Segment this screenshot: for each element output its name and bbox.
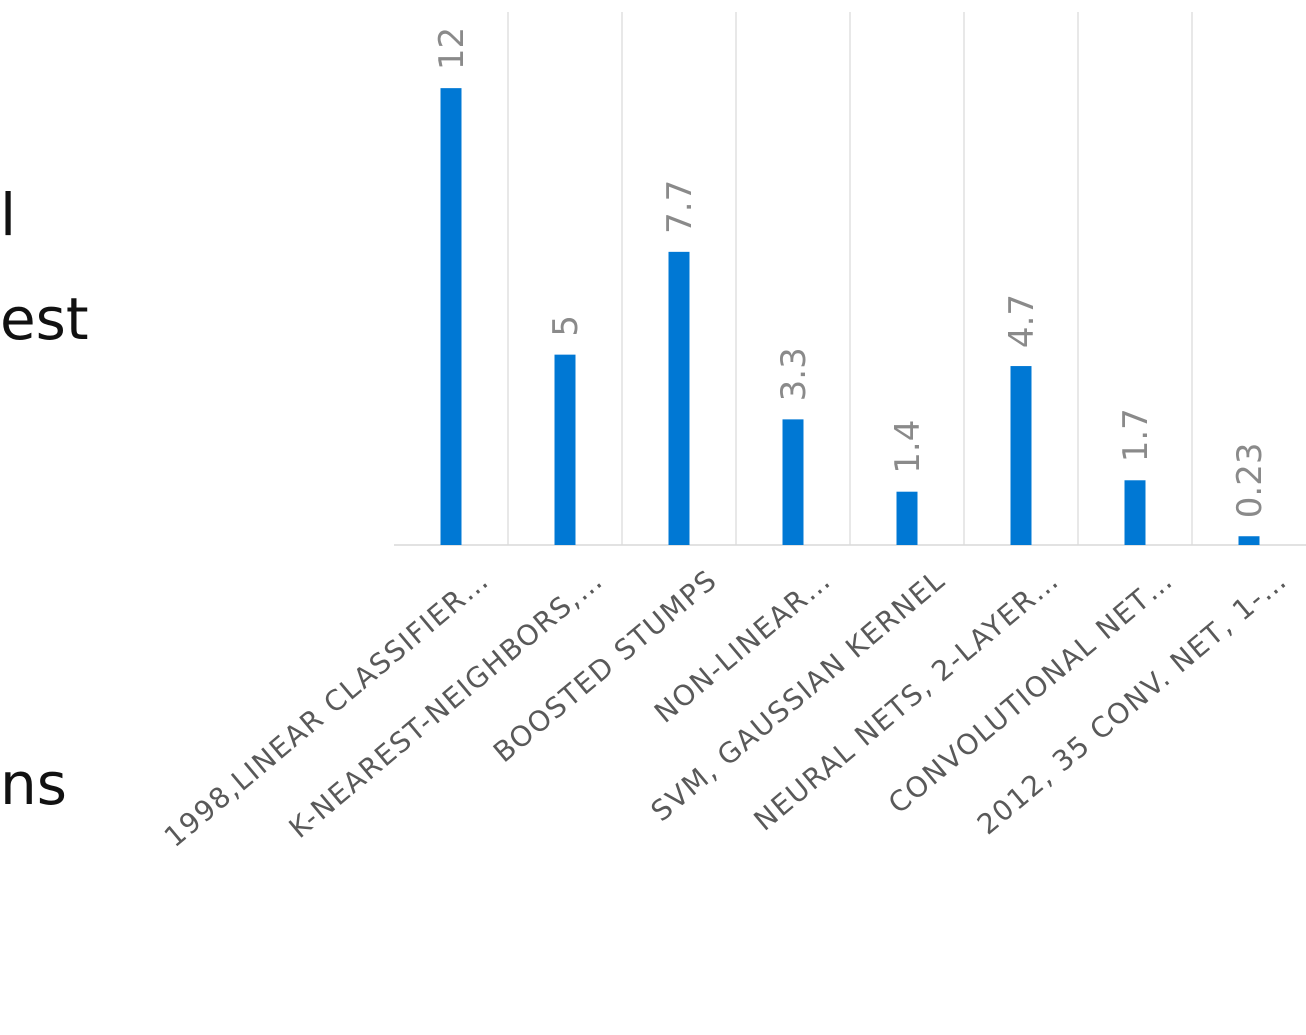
slide-text-fragment-3: ns	[0, 750, 67, 818]
category-label-3: BOOSTED STUMPS	[487, 563, 723, 769]
value-label-5: 1.4	[888, 420, 928, 474]
value-label-6: 4.7	[1002, 294, 1042, 348]
bar-6	[1010, 366, 1032, 545]
bar-7	[1124, 480, 1146, 545]
bar-5	[896, 491, 918, 545]
chart-bars	[440, 88, 1260, 546]
chart-category-labels: 1998,LINEAR CLASSIFIER…K-NEAREST-NEIGHBO…	[158, 563, 1294, 854]
value-label-4: 3.3	[774, 347, 814, 401]
value-label-3: 7.7	[660, 180, 700, 234]
bar-1	[440, 88, 462, 546]
chart-value-labels: 12 5 7.7 3.3 1.4 4.7 1.7 0.23	[432, 27, 1270, 518]
chart-gridlines	[394, 12, 1306, 546]
value-label-1: 12	[432, 27, 472, 70]
value-label-7: 1.7	[1116, 408, 1156, 462]
bar-3	[668, 251, 690, 545]
slide-text-fragment-2: est	[0, 285, 89, 353]
bar-2	[554, 354, 576, 545]
value-label-2: 5	[546, 315, 586, 337]
value-label-8: 0.23	[1230, 443, 1270, 519]
bar-8	[1238, 536, 1260, 545]
bar-4	[782, 419, 804, 545]
slide-text-fragment-1: l	[0, 181, 17, 249]
